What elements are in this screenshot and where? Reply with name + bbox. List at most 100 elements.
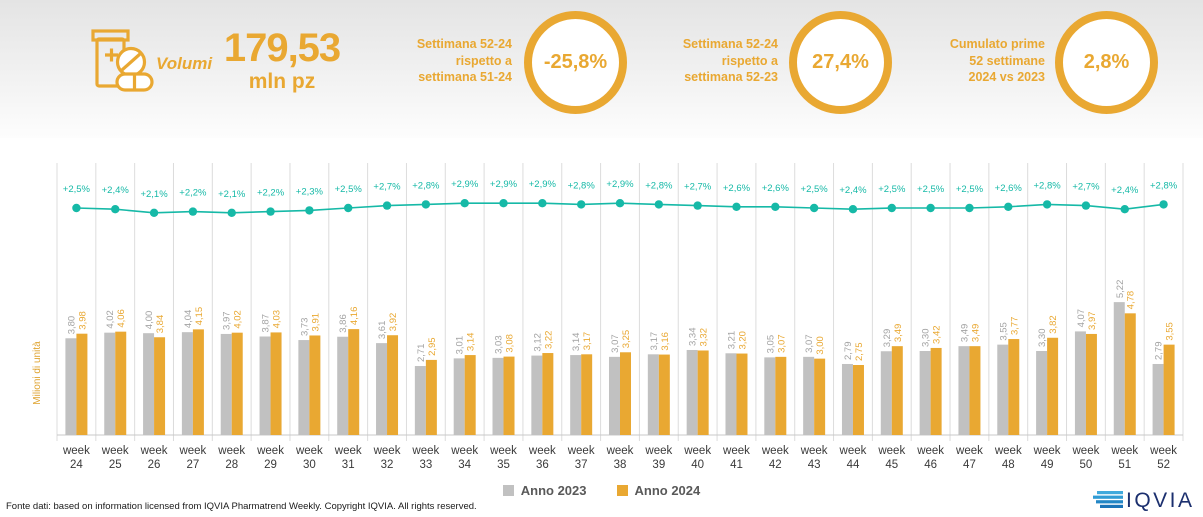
trend-point xyxy=(266,207,275,216)
bar-value-label: 4,16 xyxy=(349,307,360,326)
trend-value-label: +2,8% xyxy=(412,180,440,191)
bar-anno-2024 xyxy=(930,347,942,435)
bar-value-label: 4,03 xyxy=(272,310,283,329)
bar-anno-2024 xyxy=(154,337,166,435)
kpi-week-vs-prev-week-label: Settimana 52-24 rispetto a settimana 51-… xyxy=(380,36,512,86)
bar-value-label: 2,79 xyxy=(843,341,854,360)
bar-value-label: 3,25 xyxy=(621,330,632,349)
bar-anno-2023 xyxy=(764,357,776,435)
trend-point xyxy=(499,199,508,208)
bar-anno-2024 xyxy=(425,359,437,435)
trend-point xyxy=(926,203,935,213)
bar-value-label: 3,30 xyxy=(1037,329,1048,348)
trend-value-label: +2,7% xyxy=(1072,182,1100,193)
bar-value-label: 3,01 xyxy=(455,336,466,355)
bar-anno-2024 xyxy=(697,350,709,435)
bar-anno-2023 xyxy=(841,363,853,435)
bar-value-label: 4,00 xyxy=(144,311,155,330)
trend-point xyxy=(1120,205,1129,214)
bar-value-label: 4,02 xyxy=(105,310,116,329)
trend-value-label: +2,8% xyxy=(645,180,673,191)
kpi-line: Settimana 52-24 xyxy=(416,37,512,51)
bar-anno-2023 xyxy=(376,343,388,435)
bar-value-label: 3,84 xyxy=(155,315,166,334)
trend-value-label: +2,2% xyxy=(257,188,285,199)
bar-anno-2024 xyxy=(309,335,321,435)
bar-value-label: 2,79 xyxy=(1154,341,1165,360)
bar-value-label: 3,97 xyxy=(222,311,233,330)
trend-value-label: +2,9% xyxy=(490,179,518,190)
trend-point xyxy=(732,202,741,211)
week-label: week 52 xyxy=(1149,445,1177,471)
trend-value-label: +2,6% xyxy=(723,183,751,194)
chart-legend: Anno 2023 Anno 2024 xyxy=(0,480,1203,500)
kpi-week-vs-prev-week-value: -25,8% xyxy=(524,11,627,114)
week-label: week 32 xyxy=(373,445,401,471)
bar-value-label: 3,07 xyxy=(776,334,787,353)
bar-anno-2024 xyxy=(387,335,399,435)
trend-value-label: +2,4% xyxy=(839,185,867,196)
week-label: week 43 xyxy=(800,445,828,471)
bar-value-label: 3,86 xyxy=(338,314,349,333)
trend-point xyxy=(809,203,819,213)
bar-anno-2024 xyxy=(1008,339,1020,435)
bar-value-label: 2,75 xyxy=(854,343,865,362)
bar-value-label: 3,03 xyxy=(494,335,505,354)
bar-anno-2023 xyxy=(958,346,970,435)
trend-point xyxy=(615,199,625,208)
bar-value-label: 3,14 xyxy=(466,333,477,352)
trend-value-label: +2,2% xyxy=(179,188,207,199)
bar-value-label: 3,29 xyxy=(882,329,893,348)
week-label: week 38 xyxy=(606,445,634,471)
kpi-line: Settimana 52-24 xyxy=(682,37,778,51)
bar-value-label: 3,82 xyxy=(1048,315,1059,334)
bar-anno-2023 xyxy=(143,333,155,435)
bar-anno-2023 xyxy=(531,355,543,435)
trend-value-label: +2,5% xyxy=(63,184,91,195)
week-label: week 45 xyxy=(877,445,905,471)
bar-anno-2024 xyxy=(1047,337,1059,435)
kpi-line: rispetto a xyxy=(455,53,512,68)
trend-point xyxy=(1159,200,1168,209)
bar-anno-2023 xyxy=(609,356,620,435)
volume-value: 179,53 xyxy=(223,26,341,70)
bar-value-label: 3,42 xyxy=(932,325,943,344)
trend-value-label: +2,3% xyxy=(296,186,324,197)
kpi-cumulative-label: Cumulato prime 52 settimane 2024 vs 2023 xyxy=(913,36,1045,86)
bar-anno-2023 xyxy=(1074,331,1086,435)
bar-value-label: 3,55 xyxy=(998,322,1009,341)
week-label: week 29 xyxy=(256,445,284,471)
bar-anno-2024 xyxy=(231,332,243,435)
bar-anno-2024 xyxy=(814,358,826,435)
bar-anno-2023 xyxy=(686,349,698,435)
bar-anno-2023 xyxy=(453,358,465,435)
bar-anno-2024 xyxy=(1163,344,1175,435)
bar-value-label: 3,16 xyxy=(660,332,671,351)
bar-value-label: 3,80 xyxy=(66,316,77,335)
volume-unit: mln pz xyxy=(248,70,316,93)
bar-anno-2023 xyxy=(880,351,892,435)
bar-anno-2024 xyxy=(1124,313,1136,435)
bar-anno-2024 xyxy=(658,354,670,435)
bar-anno-2023 xyxy=(725,353,737,435)
bar-anno-2024 xyxy=(620,352,631,435)
week-label: week 48 xyxy=(994,445,1022,471)
bar-anno-2024 xyxy=(115,331,127,435)
bar-value-label: 3,20 xyxy=(737,331,748,350)
bar-value-label: 3,77 xyxy=(1009,317,1020,336)
bar-value-label: 4,07 xyxy=(1076,309,1087,328)
bar-anno-2023 xyxy=(259,336,271,435)
kpi-line: settimana 51-24 xyxy=(418,70,512,84)
chart-canvas: Milioni di unità 3,80 4,02 4,00 4,04 3,97 3,87… xyxy=(32,163,1184,471)
bar-value-label: 2,71 xyxy=(416,344,427,363)
bar-anno-2023 xyxy=(65,338,77,435)
trend-value-label: +2,5% xyxy=(801,184,829,195)
week-label: week 25 xyxy=(101,445,129,471)
week-label: week 30 xyxy=(295,445,323,471)
bar-anno-2024 xyxy=(270,332,282,435)
trend-point xyxy=(848,205,858,214)
trend-value-label: +2,1% xyxy=(140,189,168,200)
trend-point xyxy=(460,199,469,208)
trend-point xyxy=(188,207,198,216)
bar-value-label: 3,87 xyxy=(261,314,272,333)
